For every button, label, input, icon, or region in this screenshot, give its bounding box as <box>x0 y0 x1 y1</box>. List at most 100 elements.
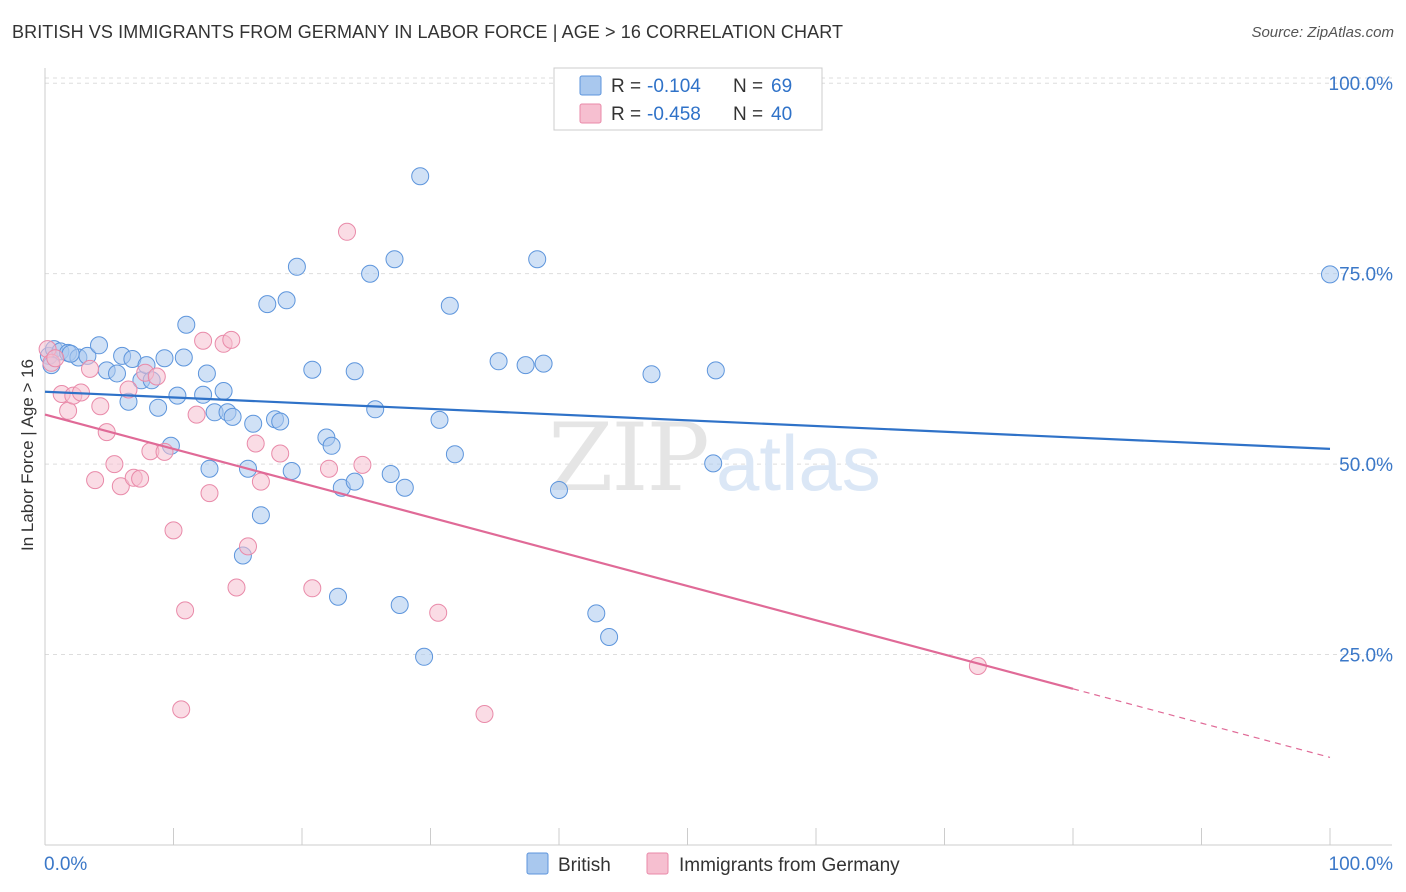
series-legend-swatch-germany <box>646 852 669 875</box>
point-germany-29 <box>239 537 257 556</box>
point-british-46 <box>366 400 385 419</box>
x-tick-label-min: 0.0% <box>44 854 87 875</box>
point-british-44 <box>345 472 364 491</box>
trend-line-germany <box>44 413 1074 690</box>
point-germany-4 <box>59 401 78 420</box>
point-germany-32 <box>271 444 290 463</box>
tick-label-layer: 25.0% 50.0% 75.0% 100.0% 0.0% 100.0% <box>44 74 1393 875</box>
point-germany-22 <box>176 601 195 620</box>
source-label: Source: ZipAtlas.com <box>1251 24 1394 41</box>
point-british-38 <box>303 360 322 379</box>
point-germany-18 <box>147 367 166 386</box>
point-british-45 <box>361 264 380 283</box>
legend-n-label-germany: N = <box>733 104 763 125</box>
point-british-32 <box>258 295 277 314</box>
point-germany-2 <box>46 349 65 368</box>
legend-swatch-british <box>579 75 602 96</box>
y-tick-label-50: 50.0% <box>1339 455 1393 476</box>
point-germany-15 <box>131 469 150 488</box>
point-british-68 <box>61 344 80 363</box>
point-germany-23 <box>187 405 206 424</box>
point-british-49 <box>390 596 409 614</box>
point-british-47 <box>381 465 400 483</box>
point-british-43 <box>345 362 364 381</box>
point-british-23 <box>200 459 219 478</box>
point-british-66 <box>1321 265 1339 284</box>
point-germany-31 <box>251 472 270 491</box>
point-british-50 <box>395 478 414 497</box>
point-germany-30 <box>246 434 265 453</box>
point-germany-28 <box>227 578 246 597</box>
stats-legend: R = -0.104 N = 69 R = -0.458 N = 40 <box>553 67 823 131</box>
trend-line-british <box>44 390 1331 450</box>
point-british-62 <box>600 628 619 646</box>
point-british-21 <box>194 385 213 404</box>
point-germany-24 <box>194 331 213 350</box>
watermark: ZIP atlas <box>548 404 881 513</box>
point-germany-7 <box>81 359 99 378</box>
point-germany-21 <box>172 700 191 719</box>
point-british-22 <box>197 364 216 383</box>
point-germany-13 <box>119 380 138 399</box>
point-british-58 <box>528 250 547 269</box>
point-germany-8 <box>86 471 105 490</box>
point-british-16 <box>155 349 174 368</box>
series-legend: British Immigrants from Germany <box>526 852 900 876</box>
point-british-64 <box>704 454 723 473</box>
point-british-40 <box>322 436 341 455</box>
point-british-65 <box>706 361 725 380</box>
watermark-atlas: atlas <box>716 419 881 507</box>
point-germany-11 <box>105 455 124 474</box>
point-germany-36 <box>353 455 372 474</box>
point-germany-25 <box>200 484 219 503</box>
point-british-35 <box>277 291 296 310</box>
point-british-19 <box>174 348 193 367</box>
legend-r-label-british: R = <box>611 76 641 97</box>
chart-title: BRITISH VS IMMIGRANTS FROM GERMANY IN LA… <box>12 22 844 42</box>
point-germany-9 <box>91 397 110 416</box>
point-british-41 <box>329 587 347 606</box>
point-british-51 <box>411 167 430 186</box>
series-legend-swatch-british <box>526 852 549 875</box>
legend-swatch-germany <box>579 103 602 124</box>
point-british-25 <box>214 382 233 400</box>
y-tick-label-100: 100.0% <box>1329 74 1394 95</box>
point-british-27 <box>223 407 242 426</box>
point-british-61 <box>587 604 606 623</box>
point-british-31 <box>251 506 270 525</box>
point-british-52 <box>415 647 434 666</box>
point-germany-33 <box>303 579 322 598</box>
point-british-30 <box>244 414 263 433</box>
point-british-53 <box>430 410 449 429</box>
point-germany-34 <box>320 459 338 478</box>
y-tick-label-75: 75.0% <box>1339 265 1393 286</box>
point-british-48 <box>385 250 404 269</box>
point-germany-38 <box>475 705 494 723</box>
y-tick-label-25: 25.0% <box>1339 646 1393 667</box>
axes-layer <box>44 68 1392 846</box>
point-british-63 <box>642 365 661 384</box>
point-germany-37 <box>429 603 448 622</box>
point-british-55 <box>445 445 464 464</box>
x-tick-label-max: 100.0% <box>1329 854 1394 875</box>
legend-r-value-germany: -0.458 <box>647 104 701 125</box>
point-british-18 <box>168 386 187 405</box>
trend-layer <box>44 390 1331 758</box>
point-germany-35 <box>338 222 356 241</box>
point-germany-12 <box>111 477 130 496</box>
point-germany-27 <box>222 330 241 349</box>
point-british-37 <box>287 257 306 276</box>
point-british-60 <box>550 481 568 499</box>
legend-r-value-british: -0.104 <box>647 76 701 97</box>
point-british-57 <box>516 356 535 375</box>
legend-n-value-british: 69 <box>771 76 792 97</box>
series-legend-label-germany: Immigrants from Germany <box>679 855 900 876</box>
point-british-20 <box>177 315 196 334</box>
point-british-54 <box>440 296 459 315</box>
legend-n-label-british: N = <box>733 76 763 97</box>
point-germany-20 <box>164 521 183 540</box>
point-british-59 <box>534 354 553 373</box>
point-british-56 <box>489 352 508 371</box>
legend-n-value-germany: 40 <box>771 104 792 125</box>
